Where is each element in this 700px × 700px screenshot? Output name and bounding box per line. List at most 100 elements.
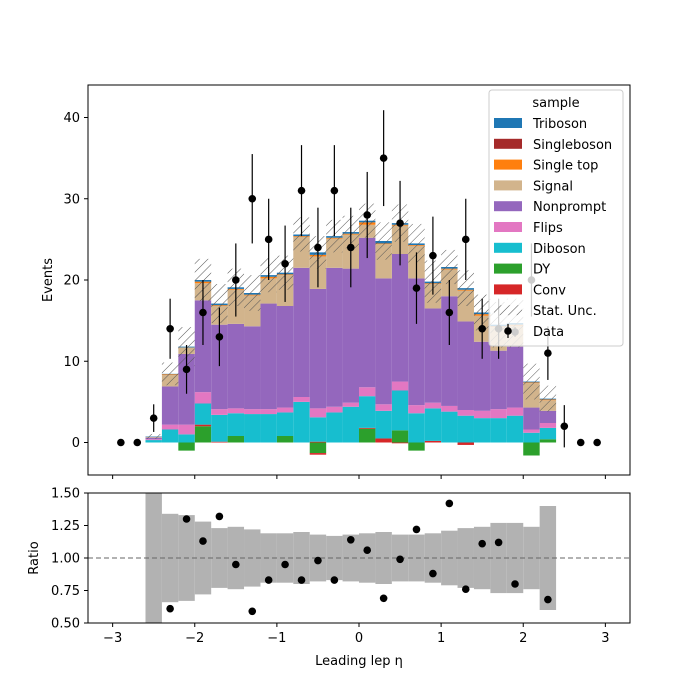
bar-nonprompt — [424, 308, 442, 403]
ratio-point — [396, 555, 404, 564]
bar-nonprompt — [523, 407, 540, 430]
bar-diboson — [539, 427, 557, 440]
bar-flips — [326, 406, 343, 413]
bar-flips — [391, 381, 409, 391]
ratio-point — [445, 499, 454, 508]
data-point — [264, 235, 273, 244]
bar-nonprompt — [539, 410, 557, 423]
bar-nonprompt — [194, 300, 212, 393]
data-point — [182, 365, 191, 374]
bar-flips — [276, 407, 294, 413]
bar-nonprompt — [326, 267, 343, 407]
bar-nonprompt — [161, 386, 179, 425]
bar-flips — [244, 409, 261, 415]
bar-flips — [194, 392, 212, 404]
bar-negative-dy — [523, 442, 540, 456]
bar-diboson — [178, 434, 195, 443]
ratio-x-ticks: −3 −2 −1 0 1 2 3 — [103, 623, 610, 646]
bar-nonprompt — [211, 324, 228, 410]
stat-unc-bin — [441, 249, 458, 285]
data-point — [248, 194, 257, 203]
ratio-y-tick-label: 0.50 — [51, 617, 80, 632]
ratio-point — [281, 560, 289, 569]
bar-nonprompt — [375, 278, 392, 405]
y-tick-label: 10 — [63, 355, 80, 370]
bar-flips — [473, 410, 491, 419]
ratio-y-axis-label: Ratio — [27, 541, 42, 574]
bar-flips — [293, 397, 310, 402]
bar-nonprompt — [244, 326, 261, 410]
legend-label-conv: Conv — [533, 283, 566, 298]
bar-nonprompt — [276, 306, 294, 408]
stat-unc-bin — [457, 270, 474, 306]
ratio-point — [166, 604, 174, 613]
bar-dy — [539, 439, 557, 443]
bar-flips — [359, 387, 376, 397]
bar-diboson — [326, 412, 343, 443]
ratio-y-tick-label: 1.25 — [51, 519, 80, 534]
ratio-unc-bin — [375, 532, 392, 584]
x-tick-label: −1 — [267, 631, 286, 646]
data-point — [363, 211, 372, 219]
bar-diboson — [523, 432, 540, 443]
bar-nonprompt — [342, 268, 359, 403]
bar-diboson — [473, 418, 491, 443]
y-tick-label: 30 — [63, 192, 80, 207]
legend-swatch-nonprompt — [494, 201, 522, 212]
y-tick-label: 20 — [63, 274, 80, 289]
bar-negative-conv — [309, 453, 327, 455]
main-y-ticks: 0 10 20 30 40 — [63, 111, 88, 451]
bar-diboson — [490, 418, 507, 443]
x-axis-label: Leading lep η — [315, 654, 403, 669]
data-point — [149, 414, 158, 422]
data-point — [215, 333, 224, 341]
legend-label-triboson: Triboson — [532, 117, 587, 132]
ratio-y-tick-label: 0.75 — [51, 584, 80, 599]
bar-nonprompt — [506, 346, 524, 408]
legend-swatch-diboson — [494, 242, 522, 253]
bar-diboson — [408, 413, 425, 443]
bar-dy — [391, 430, 409, 443]
ratio-points — [166, 499, 552, 616]
main-x-ticks — [112, 475, 606, 479]
bar-nonprompt — [408, 278, 425, 406]
y-tick-label: 0 — [72, 436, 80, 451]
bar-flips — [441, 405, 458, 412]
ratio-point — [297, 576, 306, 584]
legend-title: sample — [532, 96, 579, 111]
ratio-point — [511, 580, 519, 588]
ratio-point — [429, 569, 437, 578]
bar-flips — [539, 423, 557, 428]
x-tick-label: −2 — [185, 631, 204, 646]
x-tick-label: 2 — [519, 631, 527, 646]
bar-flips — [260, 409, 277, 415]
data-point — [478, 324, 486, 333]
ratio-unc-bin — [276, 533, 294, 583]
ratio-unc-bin — [326, 535, 343, 581]
data-point — [199, 308, 207, 317]
bar-negative-dy — [309, 442, 327, 454]
data-point — [117, 438, 125, 447]
ratio-point — [182, 515, 191, 523]
data-point — [297, 186, 306, 195]
bar-nonprompt — [490, 350, 507, 410]
bar-negative-conv — [391, 442, 409, 444]
bar-diboson — [309, 417, 327, 442]
bar-conv — [424, 440, 442, 443]
bar-conv — [309, 441, 327, 443]
bar-diboson — [424, 408, 442, 441]
bar-diboson — [441, 411, 458, 443]
data-point — [396, 219, 404, 227]
bar-negative-dy — [178, 442, 195, 451]
data-point — [576, 438, 585, 447]
bar-dy — [227, 436, 245, 443]
ratio-point — [232, 560, 240, 569]
bar-diboson — [457, 415, 474, 443]
stat-unc-bin — [408, 223, 425, 263]
ratio-point — [199, 537, 207, 545]
legend-label-singleboson: Singleboson — [533, 138, 612, 153]
bar-flips — [506, 407, 524, 416]
bar-diboson — [293, 401, 310, 443]
bar-dy — [359, 428, 376, 443]
